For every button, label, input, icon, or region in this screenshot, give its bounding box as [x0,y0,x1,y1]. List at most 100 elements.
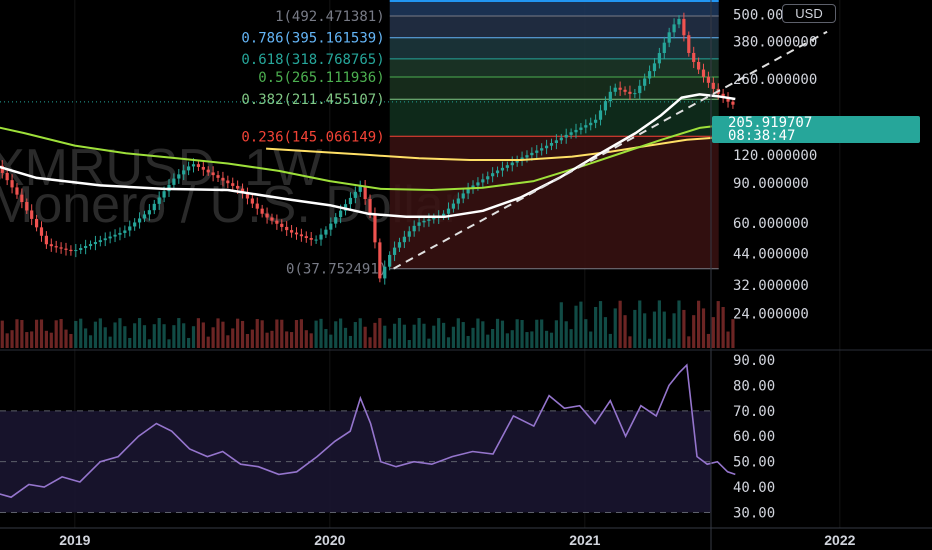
volume-bar [549,332,554,348]
volume-bar [329,334,333,348]
volume-bar [339,318,343,348]
candle-body [647,71,652,79]
price-axis[interactable]: 700.000000500.000000380.000000260.000000… [733,0,817,323]
volume-bar [662,311,666,348]
candle-body [304,236,308,238]
candle-body [289,230,294,233]
candle-body [535,150,539,153]
volume-bar [69,333,73,348]
fib-zone [389,37,719,59]
candle-body [44,235,48,245]
volume-bar [500,320,505,348]
currency-button[interactable]: USD [782,4,836,23]
price-tick-label: 260.000000 [733,72,817,88]
volume-bar [157,318,161,348]
price-tick-label: 60.000000 [733,216,809,232]
fib-zone [389,99,719,137]
volume-bar [196,318,201,348]
candle-body [93,242,98,245]
time-axis[interactable]: 2019 2020 2021 2022 [59,532,855,548]
volume-bar [589,331,593,348]
candle-body [314,239,318,241]
candle-body [275,220,279,224]
candle-body [59,247,63,249]
volume-bar [608,333,612,348]
volume-bar [309,333,313,348]
candle-body [388,254,392,267]
volume-bar [20,320,24,348]
volume-bar [64,329,68,348]
volume-bar [231,328,235,348]
volume-bar [319,318,323,348]
candle-body [30,210,34,219]
candle-body [265,213,269,218]
fib-level-label: 0.618(318.768765) [241,52,384,68]
volume-bar [152,324,156,348]
candle-body [329,223,333,230]
candle-body [456,198,460,204]
fib-retracement[interactable]: 1(492.471381) 0.786(395.161539) 0.618(318.… [0,0,719,278]
candle-body [589,122,593,126]
candle-body [88,244,93,247]
candle-body [530,152,534,156]
candle-body [505,165,509,168]
volume-bar [471,327,475,348]
volume-bar [108,336,112,348]
candle-body [113,234,117,237]
candle-body [515,159,519,163]
candle-body [540,148,544,151]
candle-body [451,203,456,209]
volume-bar [706,333,711,348]
candle-body [682,18,686,36]
candle-body [392,247,397,255]
volume-bar [280,319,284,348]
last-price-value: 205.919707 [728,115,813,131]
volume-bar [613,308,617,348]
volume-bar [275,319,279,348]
volume-bar [544,330,549,348]
candle-body [697,61,701,70]
volume-bar [84,328,88,348]
rsi-tick-label: 60.00 [733,429,775,445]
candle-body [343,204,348,211]
candle-body [363,185,367,200]
candle-body [638,85,642,94]
volume-bar [221,321,225,348]
candle-body [368,199,372,214]
candle-body [579,127,583,130]
candle-body [549,143,554,146]
price-tick-label: 120.000000 [733,148,817,164]
candle-body [172,178,176,185]
volume-bar [422,323,426,348]
volume-bars [0,300,735,348]
fib-zone [389,136,719,269]
candle-body [643,78,647,86]
volume-bar [711,317,715,348]
candle-body [162,191,166,198]
volume-bar [505,333,509,348]
trendline[interactable] [393,30,828,270]
candle-body [701,69,706,77]
candle-body [603,101,608,111]
candle-body [677,18,681,25]
volume-bar [348,335,353,348]
fib-zone [389,76,719,100]
candle-body [672,24,676,33]
candle-body [98,240,102,243]
candle-body [667,32,671,43]
rsi-axis[interactable]: 90.00 80.00 70.00 60.00 50.00 40.00 30.00 [733,353,775,522]
candle-body [339,210,343,218]
candle-body [10,180,14,188]
volume-bar [304,330,308,348]
volume-bar [407,339,411,348]
volume-bar [294,320,299,348]
candle-body [731,101,735,105]
candle-body [34,218,39,228]
volume-bar [5,333,9,348]
candles [0,12,735,285]
rsi-line [0,363,736,499]
candle-body [466,188,470,194]
fib-level-label: 0.236(145.066149) [241,129,384,145]
candle-body [142,214,147,219]
